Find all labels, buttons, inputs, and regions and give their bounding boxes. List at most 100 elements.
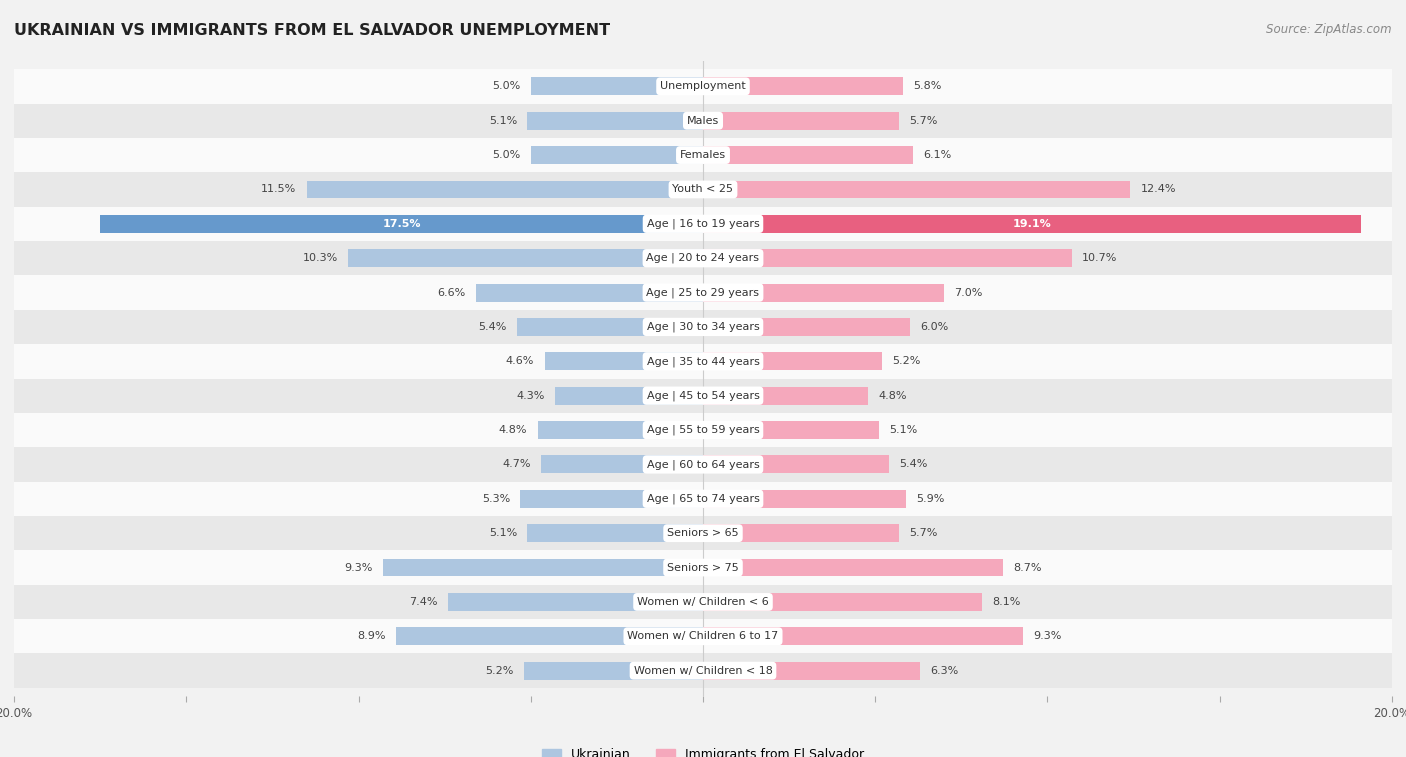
Text: Age | 60 to 64 years: Age | 60 to 64 years <box>647 459 759 469</box>
Bar <box>703 662 920 680</box>
Bar <box>14 619 1392 653</box>
Bar <box>537 421 703 439</box>
Bar <box>703 249 1071 267</box>
Text: 5.9%: 5.9% <box>917 494 945 504</box>
Bar <box>520 490 703 508</box>
Bar <box>524 662 703 680</box>
Text: 5.8%: 5.8% <box>912 81 942 92</box>
Bar <box>703 490 907 508</box>
Bar <box>527 112 703 129</box>
Text: Age | 25 to 29 years: Age | 25 to 29 years <box>647 288 759 298</box>
Text: 6.3%: 6.3% <box>931 665 959 676</box>
Text: Seniors > 65: Seniors > 65 <box>668 528 738 538</box>
Bar <box>703 593 981 611</box>
Bar <box>544 352 703 370</box>
Text: 5.4%: 5.4% <box>478 322 506 332</box>
Text: Women w/ Children 6 to 17: Women w/ Children 6 to 17 <box>627 631 779 641</box>
Text: 5.1%: 5.1% <box>889 425 917 435</box>
Bar <box>14 69 1392 104</box>
Text: 5.3%: 5.3% <box>482 494 510 504</box>
Bar <box>703 456 889 473</box>
Bar <box>14 138 1392 173</box>
Text: Females: Females <box>681 150 725 160</box>
Bar <box>14 344 1392 378</box>
Bar <box>14 550 1392 584</box>
Bar <box>14 584 1392 619</box>
Text: Source: ZipAtlas.com: Source: ZipAtlas.com <box>1267 23 1392 36</box>
Bar <box>14 276 1392 310</box>
Text: Women w/ Children < 6: Women w/ Children < 6 <box>637 597 769 607</box>
Bar <box>703 146 912 164</box>
Text: Youth < 25: Youth < 25 <box>672 185 734 195</box>
Text: 6.1%: 6.1% <box>924 150 952 160</box>
Bar <box>14 173 1392 207</box>
Legend: Ukrainian, Immigrants from El Salvador: Ukrainian, Immigrants from El Salvador <box>537 743 869 757</box>
Text: Age | 16 to 19 years: Age | 16 to 19 years <box>647 219 759 229</box>
Text: 4.6%: 4.6% <box>506 357 534 366</box>
Text: Age | 65 to 74 years: Age | 65 to 74 years <box>647 494 759 504</box>
Text: 19.1%: 19.1% <box>1012 219 1052 229</box>
Text: 7.4%: 7.4% <box>409 597 437 607</box>
Bar <box>527 525 703 542</box>
Bar <box>703 421 879 439</box>
Text: 4.3%: 4.3% <box>516 391 544 400</box>
Bar <box>703 215 1361 232</box>
Bar <box>14 207 1392 241</box>
Text: Males: Males <box>688 116 718 126</box>
Text: Age | 20 to 24 years: Age | 20 to 24 years <box>647 253 759 263</box>
Text: 17.5%: 17.5% <box>382 219 420 229</box>
Bar <box>100 215 703 232</box>
Text: 6.6%: 6.6% <box>437 288 465 298</box>
Text: 8.1%: 8.1% <box>993 597 1021 607</box>
Bar <box>531 146 703 164</box>
Text: Age | 45 to 54 years: Age | 45 to 54 years <box>647 391 759 401</box>
Text: 9.3%: 9.3% <box>344 562 373 572</box>
Text: 11.5%: 11.5% <box>262 185 297 195</box>
Text: 5.0%: 5.0% <box>492 150 520 160</box>
Bar <box>475 284 703 301</box>
Bar <box>14 447 1392 481</box>
Bar <box>14 653 1392 688</box>
Bar <box>14 481 1392 516</box>
Text: 8.7%: 8.7% <box>1012 562 1042 572</box>
Bar <box>703 112 900 129</box>
Text: 5.1%: 5.1% <box>489 116 517 126</box>
Text: 5.2%: 5.2% <box>485 665 513 676</box>
Bar <box>703 284 945 301</box>
Bar <box>703 525 900 542</box>
Bar <box>14 310 1392 344</box>
Text: 9.3%: 9.3% <box>1033 631 1062 641</box>
Bar <box>307 180 703 198</box>
Text: 10.7%: 10.7% <box>1083 253 1118 263</box>
Text: UKRAINIAN VS IMMIGRANTS FROM EL SALVADOR UNEMPLOYMENT: UKRAINIAN VS IMMIGRANTS FROM EL SALVADOR… <box>14 23 610 38</box>
Text: Women w/ Children < 18: Women w/ Children < 18 <box>634 665 772 676</box>
Text: 5.7%: 5.7% <box>910 116 938 126</box>
Text: 5.4%: 5.4% <box>900 459 928 469</box>
Text: 4.8%: 4.8% <box>879 391 907 400</box>
Bar <box>703 318 910 336</box>
Text: 12.4%: 12.4% <box>1140 185 1175 195</box>
Bar <box>382 559 703 577</box>
Bar <box>531 77 703 95</box>
Bar <box>14 516 1392 550</box>
Bar <box>703 77 903 95</box>
Bar <box>555 387 703 405</box>
Bar <box>703 352 882 370</box>
Bar <box>14 413 1392 447</box>
Bar <box>517 318 703 336</box>
Bar <box>449 593 703 611</box>
Text: 8.9%: 8.9% <box>357 631 387 641</box>
Bar <box>14 104 1392 138</box>
Bar <box>703 387 869 405</box>
Bar <box>703 180 1130 198</box>
Text: Unemployment: Unemployment <box>661 81 745 92</box>
Text: Age | 30 to 34 years: Age | 30 to 34 years <box>647 322 759 332</box>
Text: Seniors > 75: Seniors > 75 <box>666 562 740 572</box>
Text: 6.0%: 6.0% <box>920 322 948 332</box>
Text: 10.3%: 10.3% <box>302 253 337 263</box>
Bar <box>703 559 1002 577</box>
Text: 4.7%: 4.7% <box>502 459 531 469</box>
Text: 7.0%: 7.0% <box>955 288 983 298</box>
Bar <box>396 628 703 645</box>
Bar <box>703 628 1024 645</box>
